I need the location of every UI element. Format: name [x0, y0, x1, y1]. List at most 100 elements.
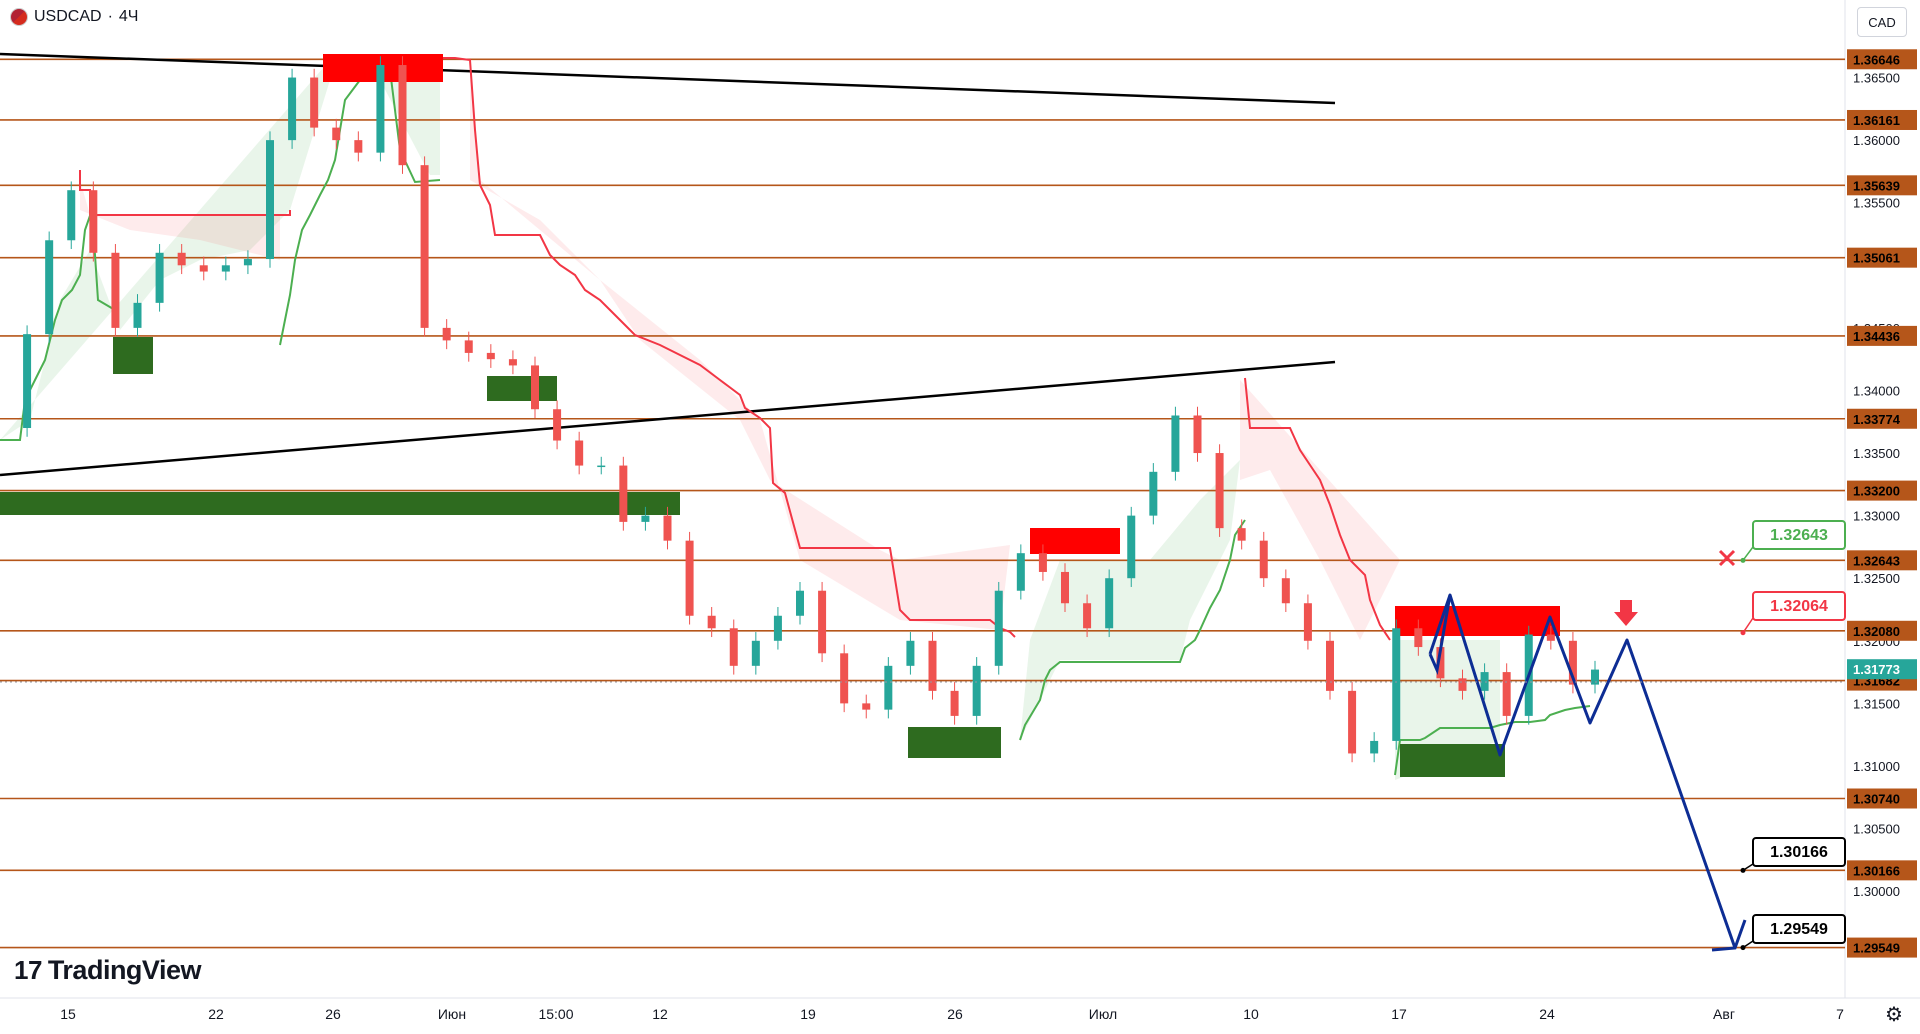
tradingview-logo-icon: 17	[14, 955, 42, 985]
candle-body	[641, 515, 650, 522]
callout-label: 1.30166	[1770, 844, 1828, 861]
bullish-trail-fill	[0, 60, 440, 440]
level-tag-label: 1.30740	[1853, 792, 1900, 807]
candle-body	[67, 190, 76, 241]
lower-trend-line[interactable]	[0, 360, 1336, 477]
candle-body	[796, 590, 804, 616]
candle-body	[1591, 669, 1599, 685]
level-tag-label: 1.33774	[1853, 412, 1901, 427]
candle-body	[1546, 634, 1555, 641]
candle-body	[221, 265, 230, 272]
current-price-label: 1.31773	[1853, 662, 1900, 677]
candle-body	[818, 590, 827, 654]
price-tick-label: 1.33500	[1853, 446, 1900, 461]
candle-body	[1414, 628, 1423, 648]
time-tick-label: 22	[208, 1006, 224, 1022]
candle-body	[1171, 415, 1180, 472]
level-tag-label: 1.36161	[1853, 113, 1900, 128]
time-tick-label: Июн	[438, 1006, 466, 1022]
trend-lines	[0, 52, 1336, 477]
candle-body	[840, 653, 849, 704]
level-tag-label: 1.32080	[1853, 624, 1900, 639]
price-tick-label: 1.31000	[1853, 759, 1900, 774]
time-tick-label: 15	[60, 1006, 76, 1022]
candle-body	[884, 665, 893, 710]
level-tag	[1847, 325, 1917, 346]
candle-body	[972, 665, 981, 716]
candle-body	[442, 327, 451, 341]
level-tag-label: 1.34436	[1853, 329, 1900, 344]
level-tag-label: 1.36646	[1853, 52, 1900, 67]
candle-body	[1105, 578, 1114, 629]
level-tag-label: 1.35061	[1853, 251, 1900, 266]
candle-body	[1016, 553, 1025, 591]
candle-body	[486, 352, 495, 360]
callout-box	[1752, 837, 1846, 867]
candle-body	[1568, 640, 1577, 685]
candle-body	[45, 240, 54, 335]
candle-body	[1502, 672, 1511, 716]
candle-body	[1303, 603, 1312, 641]
candle-body	[619, 465, 628, 522]
tradingview-logo: 17 TradingView	[14, 955, 201, 986]
demand-zone	[113, 337, 153, 374]
price-tick-label: 1.31500	[1853, 696, 1900, 711]
candle-body	[1348, 690, 1357, 754]
settings-gear-icon[interactable]: ⚙	[1885, 1004, 1903, 1026]
candle-body	[1281, 578, 1290, 604]
candle-body	[420, 165, 429, 328]
level-tag	[1847, 937, 1917, 958]
candle-body	[597, 465, 606, 468]
level-tag	[1847, 860, 1917, 881]
time-tick-label: 12	[652, 1006, 668, 1022]
time-tick-label: 19	[800, 1006, 816, 1022]
candle-body	[1370, 740, 1379, 754]
candle-body	[288, 77, 297, 141]
header-separator: ·	[107, 8, 113, 25]
level-tag-label: 1.32643	[1853, 553, 1900, 568]
candle-body	[553, 409, 562, 441]
candle-body	[1215, 453, 1224, 529]
candle-body	[243, 259, 252, 266]
callout-box	[1752, 520, 1846, 550]
supply-zone	[1395, 606, 1560, 636]
level-tag	[1847, 550, 1917, 571]
logo-text: TradingView	[47, 955, 202, 985]
level-tag	[1847, 408, 1917, 429]
candle-body	[464, 340, 473, 353]
candle-body	[1392, 628, 1401, 741]
callout-label: 1.32643	[1770, 527, 1828, 544]
forecast-zigzag-left	[1428, 594, 1452, 676]
demand-zone	[1400, 744, 1505, 777]
candle-body	[1436, 647, 1445, 679]
candle-body	[89, 190, 98, 253]
level-tag-label: 1.30166	[1853, 863, 1900, 878]
level-tag	[1847, 109, 1917, 130]
symbol-header[interactable]: USDCAD · 4Ч	[10, 8, 138, 26]
candle-body	[1038, 553, 1047, 572]
callout-label: 1.29549	[1770, 921, 1828, 938]
sell-arrow-icon	[1614, 600, 1638, 626]
candle-body	[928, 640, 937, 691]
candle-body	[398, 65, 407, 166]
candle-body	[354, 140, 363, 153]
callout-box	[1752, 591, 1846, 621]
time-tick-label: Авг	[1713, 1006, 1735, 1022]
candle-body	[23, 334, 32, 429]
callout-anchor	[1740, 630, 1746, 636]
price-tick-label: 1.36000	[1853, 133, 1900, 148]
level-tag	[1847, 49, 1917, 70]
upper-trend-line[interactable]	[0, 52, 1336, 105]
candle-body	[1061, 571, 1069, 604]
candle-body	[575, 440, 584, 466]
symbol-name: USDCAD	[34, 8, 102, 25]
candle-body	[1237, 528, 1246, 541]
demand-zone	[908, 727, 1001, 758]
level-tag	[1847, 247, 1917, 268]
level-tag	[1847, 175, 1917, 196]
candle-body	[508, 359, 517, 366]
callout-anchor	[1740, 945, 1746, 951]
currency-button[interactable]: CAD	[1857, 7, 1907, 37]
